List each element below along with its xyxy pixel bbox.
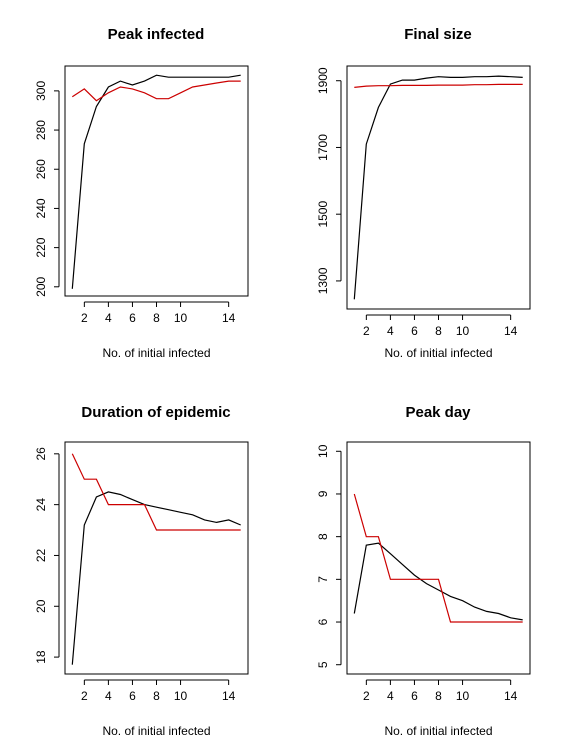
x-tick-label: 4 <box>105 311 112 325</box>
chart-title: Final size <box>404 26 472 43</box>
y-tick-label: 7 <box>316 576 330 583</box>
x-tick-label: 8 <box>153 689 160 703</box>
x-tick-label: 10 <box>456 689 470 703</box>
y-tick-label: 240 <box>34 198 48 218</box>
chart-title: Duration of epidemic <box>81 404 230 421</box>
y-tick-label: 1900 <box>316 67 330 94</box>
x-axis-label: No. of initial infected <box>384 346 492 360</box>
y-tick-label: 24 <box>34 498 48 512</box>
plot-frame <box>346 65 531 310</box>
series-line-red <box>71 453 241 531</box>
plot-frame <box>346 441 531 675</box>
y-tick-label: 1700 <box>316 134 330 161</box>
series-line-red <box>354 83 523 88</box>
y-tick-label: 260 <box>34 159 48 179</box>
x-tick-label: 6 <box>129 689 136 703</box>
x-tick-label: 2 <box>81 311 88 325</box>
y-tick-label: 300 <box>34 81 48 101</box>
x-tick-label: 6 <box>129 311 136 325</box>
x-tick-label: 14 <box>504 689 518 703</box>
y-tick-label: 1300 <box>316 267 330 294</box>
x-tick-label: 4 <box>387 689 394 703</box>
x-tick-label: 10 <box>456 324 470 338</box>
x-tick-label: 6 <box>411 689 418 703</box>
series-line-red <box>71 80 241 102</box>
x-tick-label: 14 <box>222 689 236 703</box>
x-axis-label: No. of initial infected <box>102 724 210 738</box>
x-tick-label: 14 <box>504 324 518 338</box>
y-tick-label: 26 <box>34 447 48 461</box>
x-tick-label: 14 <box>222 311 236 325</box>
x-tick-label: 6 <box>411 324 418 338</box>
chart-panel: Final size 2 4 6 8 10 14 1300 1500 1700 1900 No. of… <box>316 26 531 360</box>
y-tick-label: 9 <box>316 490 330 497</box>
chart-panel: Peak infected 2 4 6 8 10 14 200 220 240 260 280 300 N… <box>34 26 249 360</box>
plot-frame <box>64 65 249 297</box>
y-tick-label: 5 <box>316 661 330 668</box>
x-tick-label: 8 <box>435 324 442 338</box>
y-tick-label: 280 <box>34 120 48 140</box>
series-line-black <box>353 75 523 300</box>
x-tick-label: 10 <box>174 689 188 703</box>
x-tick-label: 8 <box>153 311 160 325</box>
y-tick-label: 10 <box>316 444 330 458</box>
y-tick-label: 1500 <box>316 201 330 228</box>
y-tick-label: 8 <box>316 533 330 540</box>
chart-title: Peak day <box>405 404 471 421</box>
plot-frame <box>64 441 249 675</box>
series-line-black <box>353 542 523 621</box>
y-tick-label: 22 <box>34 548 48 562</box>
series-line-red <box>353 493 523 623</box>
y-tick-label: 200 <box>34 276 48 296</box>
y-tick-label: 6 <box>316 618 330 625</box>
chart-title: Peak infected <box>108 26 205 43</box>
x-tick-label: 4 <box>105 689 112 703</box>
chart-panel: Peak day 2 4 6 8 10 14 5 6 7 8 9 10 No. of initial in… <box>316 404 531 738</box>
x-tick-label: 4 <box>387 324 394 338</box>
x-tick-label: 8 <box>435 689 442 703</box>
y-tick-label: 18 <box>34 650 48 664</box>
x-tick-label: 2 <box>363 689 370 703</box>
y-tick-label: 20 <box>34 599 48 613</box>
series-line-black <box>71 491 241 665</box>
x-tick-label: 2 <box>81 689 88 703</box>
x-tick-label: 2 <box>363 324 370 338</box>
x-axis-label: No. of initial infected <box>102 346 210 360</box>
series-line-black <box>71 74 241 289</box>
y-tick-label: 220 <box>34 237 48 257</box>
x-tick-label: 10 <box>174 311 188 325</box>
x-axis-label: No. of initial infected <box>384 724 492 738</box>
